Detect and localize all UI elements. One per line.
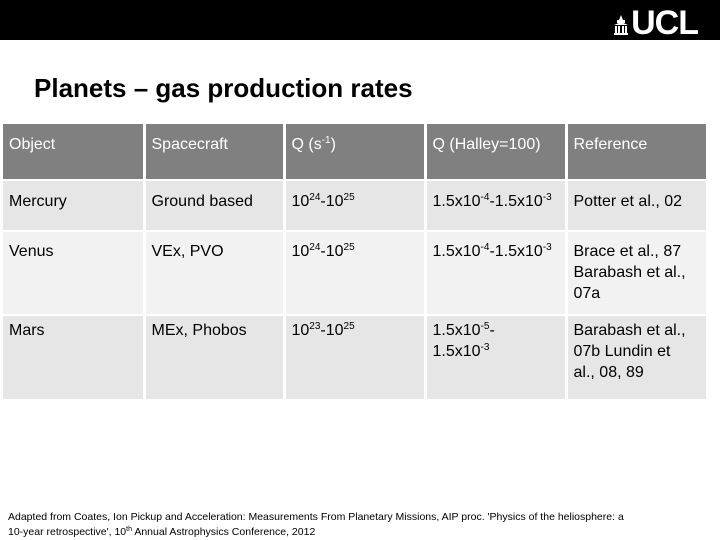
slide-title: Planets – gas production rates [34, 73, 413, 103]
cell-spacecraft: VEx, PVO [144, 230, 286, 315]
gas-production-table: Object Spacecraft Q (s-1) Q (Halley=100)… [3, 124, 706, 399]
header-object: Object [3, 124, 146, 180]
header-reference: Reference [566, 124, 706, 180]
cell-q: 1024-1025 [284, 179, 427, 231]
top-bar: UCL [0, 0, 720, 40]
cell-object: Venus [3, 230, 146, 315]
cell-object: Mars [3, 314, 146, 399]
portico-icon [614, 15, 629, 35]
header-q-halley: Q (Halley=100) [425, 124, 568, 180]
cell-q-halley: 1.5x10-4-1.5x10-3 [425, 230, 568, 315]
source-footnote: Adapted from Coates, Ion Pickup and Acce… [8, 511, 624, 538]
table-row: Mercury Ground based 1024-1025 1.5x10-4-… [3, 179, 706, 231]
table-header-row: Object Spacecraft Q (s-1) Q (Halley=100)… [3, 124, 706, 180]
cell-q: 1024-1025 [284, 230, 427, 315]
cell-object: Mercury [3, 179, 146, 231]
table-row: Mars MEx, Phobos 1023-1025 1.5x10-5- 1.5x… [3, 314, 706, 399]
cell-reference: Brace et al., 87 Barabash et al., 07a [566, 230, 706, 315]
cell-reference: Barabash et al., 07b Lundin et al., 08, 89 [566, 314, 706, 399]
cell-q: 1023-1025 [284, 314, 427, 399]
ucl-logo: UCL [613, 4, 699, 42]
cell-spacecraft: Ground based [144, 179, 286, 231]
cell-q-halley: 1.5x10-5- 1.5x10-3 [425, 314, 568, 399]
cell-reference: Potter et al., 02 [566, 179, 706, 231]
cell-q-halley: 1.5x10-4-1.5x10-3 [425, 179, 568, 231]
header-spacecraft: Spacecraft [144, 124, 286, 180]
header-q: Q (s-1) [284, 124, 427, 180]
cell-spacecraft: MEx, Phobos [144, 314, 286, 399]
logo-text: UCL [631, 4, 699, 42]
table-row: Venus VEx, PVO 1024-1025 1.5x10-4-1.5x10… [3, 230, 706, 315]
